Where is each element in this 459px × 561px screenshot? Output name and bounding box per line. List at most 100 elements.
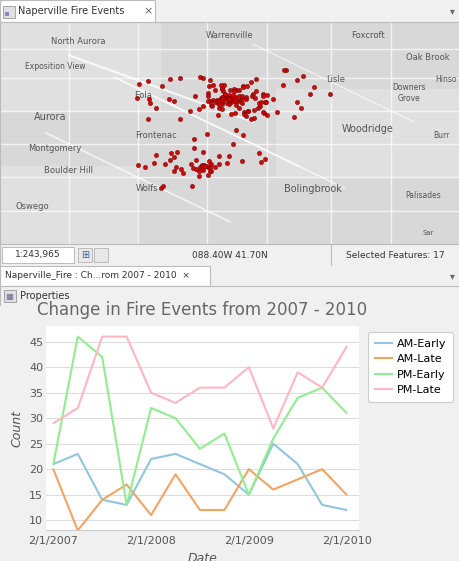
Point [204,96,211,105]
Point [199,165,206,174]
Point [197,163,205,172]
Point [150,158,157,167]
Point [207,159,214,168]
Point [196,163,204,172]
Point [292,76,300,85]
Point [227,94,235,103]
Point [176,114,184,123]
Point [229,140,236,149]
Bar [0,0,155,22]
Text: Burr: Burr [432,131,449,140]
Point [203,162,211,171]
Point [211,163,218,172]
Point [191,165,199,174]
Point [211,98,218,107]
Point [190,134,197,143]
Point [199,163,207,172]
Point [199,73,207,82]
Point [226,95,233,104]
Text: Foxcroft: Foxcroft [350,31,384,40]
X-axis label: Date: Date [187,551,217,561]
Point [217,95,224,104]
Point [235,104,242,113]
Point [152,103,159,112]
Point [235,91,242,100]
Bar [4,290,16,302]
Point [239,130,246,139]
Point [134,160,141,169]
Text: Wolfs: Wolfs [135,184,158,193]
Point [259,107,266,116]
Text: Warrenville: Warrenville [206,31,253,40]
Point [223,158,230,167]
Text: Bolingbrook: Bolingbrook [283,183,341,194]
Point [235,85,242,94]
Point [220,81,228,90]
Point [249,89,257,98]
Point [232,100,240,109]
Point [157,183,164,192]
Text: Palisades: Palisades [404,191,440,200]
Point [226,96,234,105]
Point [263,110,270,119]
Point [225,94,233,103]
Text: Naperville_Fire : Ch...rom 2007 - 2010  ×: Naperville_Fire : Ch...rom 2007 - 2010 × [5,272,190,280]
Text: Aurora: Aurora [34,112,67,122]
Point [231,96,239,105]
Point [225,95,233,104]
Point [231,95,238,104]
Text: 088.40W 41.70N: 088.40W 41.70N [192,251,267,260]
Point [262,98,269,107]
Point [201,162,208,171]
Point [196,72,204,81]
Point [252,75,259,84]
Point [187,160,194,169]
Point [207,167,214,176]
Point [236,96,243,105]
Point [249,113,257,122]
Point [230,95,237,104]
Point [260,108,267,117]
Point [215,160,223,169]
Text: Eola: Eola [134,91,151,100]
Point [190,144,198,153]
Point [191,156,199,165]
Point [239,82,246,91]
Point [219,95,226,104]
Point [195,104,202,113]
Point [224,94,231,103]
Point [231,108,238,117]
Point [146,94,153,103]
Text: Hinso: Hinso [435,75,456,84]
Point [224,151,232,160]
Point [170,166,177,175]
Point [231,93,239,102]
Legend: AM-Early, AM-Late, PM-Early, PM-Late: AM-Early, AM-Late, PM-Early, PM-Late [368,332,453,402]
Point [206,166,213,175]
Point [240,109,247,118]
Text: Oswego: Oswego [15,202,49,211]
Text: Lisle: Lisle [325,75,345,84]
Point [305,89,313,98]
Point [225,90,232,99]
Point [250,105,257,114]
Point [167,148,174,157]
Point [325,90,333,99]
Point [259,89,266,98]
Point [204,91,211,100]
Text: Selected Features: 17: Selected Features: 17 [346,251,444,260]
Point [199,102,206,111]
Point [206,96,213,105]
Point [204,170,211,179]
Point [238,94,245,103]
Text: Boulder Hill: Boulder Hill [45,166,93,175]
Point [188,182,195,191]
Point [161,159,168,168]
Point [263,90,270,99]
Point [227,95,234,104]
Point [213,95,220,104]
Point [204,162,211,171]
Point [207,100,214,109]
Point [198,162,205,171]
Point [269,95,276,104]
